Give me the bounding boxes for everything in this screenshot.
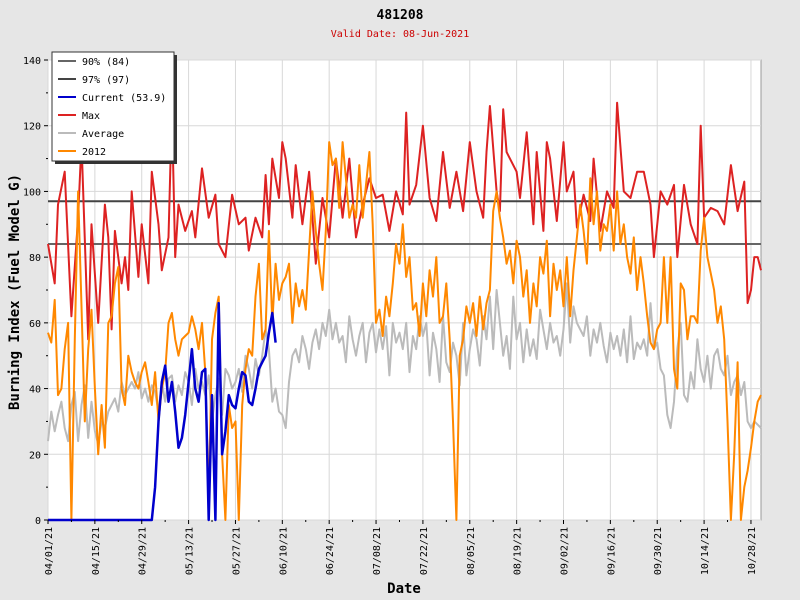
y-tick-label: 20 [29,450,41,461]
x-tick-label: 08/05/21 [466,527,477,575]
y-tick-label: 80 [29,253,41,264]
x-axis-label: Date [387,581,421,597]
series-line-max [47,101,762,341]
legend-label: 97% (97) [82,75,130,86]
x-tick-label: 05/13/21 [185,527,196,575]
x-tick-label: 04/15/21 [91,527,102,575]
x-tick-label: 06/24/21 [325,527,336,575]
y-axis-label: Burning Index (Fuel Model G) [7,174,23,410]
series-lines [47,101,762,522]
series-line-2012 [47,141,762,521]
y-tick-label: 0 [35,516,41,527]
y-tick-label: 120 [23,122,41,133]
x-tick-label: 08/19/21 [513,527,524,575]
legend-label: 90% (84) [82,57,130,68]
y-axis-ticks: 0 20 40 60 80 100 120 140 [23,56,48,527]
x-tick-label: 09/02/21 [560,527,571,575]
x-tick-label: 09/16/21 [606,527,617,575]
legend-box [51,51,175,162]
y-tick-label: 100 [23,187,41,198]
x-tick-label: 04/29/21 [138,527,149,575]
legend-label: Average [82,129,124,140]
x-tick-label: 10/14/21 [700,527,711,575]
x-tick-label: 07/08/21 [372,527,383,575]
y-tick-label: 140 [23,56,41,67]
chart-subtitle: Valid Date: 08-Jun-2021 [331,29,469,40]
legend: 90% (84) 97% (97) Current (53.9) Max Average… [51,51,177,164]
series-line-current-53-9 [48,301,277,522]
x-tick-label: 06/10/21 [278,527,289,575]
x-tick-label: 09/30/21 [653,527,664,575]
x-tick-label: 10/28/21 [747,527,758,575]
chart-title: 481208 [377,8,424,23]
legend-label: 2012 [82,147,106,158]
legend-label: Max [82,111,100,122]
x-tick-label: 04/01/21 [44,527,55,575]
legend-label: Current (53.9) [82,93,166,104]
y-tick-label: 60 [29,319,41,330]
x-axis-ticks: 04/01/21 04/15/21 04/29/21 05/13/21 05/27/21… [44,520,758,575]
y-tick-label: 40 [29,385,41,396]
x-tick-label: 05/27/21 [231,527,242,575]
x-tick-label: 07/22/21 [419,527,430,575]
